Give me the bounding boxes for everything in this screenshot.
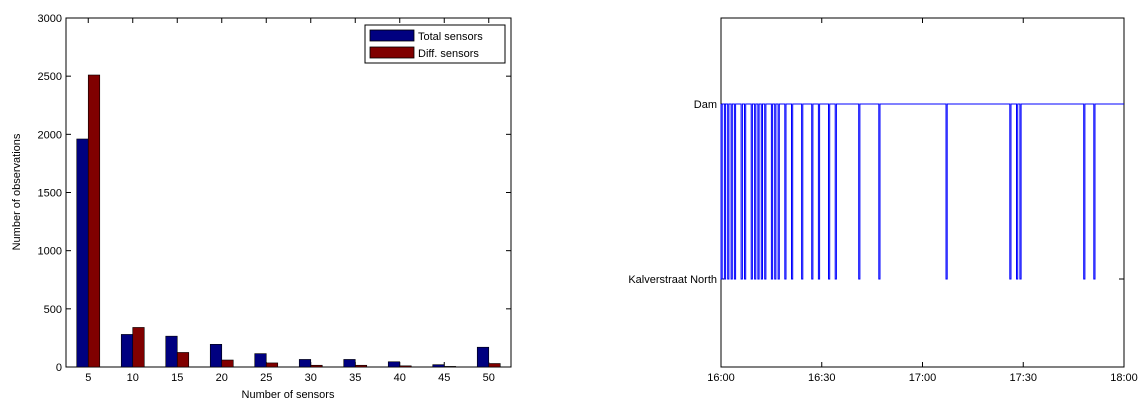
- x-tick-label: 10: [127, 372, 139, 384]
- x-tick-label: 5: [85, 372, 91, 384]
- y-tick-label: 2000: [38, 129, 62, 141]
- legend-label-total-sensors: Total sensors: [418, 31, 483, 43]
- x-tick-label: 20: [216, 372, 228, 384]
- x-tick-label: 17:00: [909, 372, 937, 384]
- timeline-plot-area: [720, 17, 1125, 368]
- bar-diff-sensors: [176, 352, 190, 368]
- location-timeline-chart: Kalverstraat North Dam 16:00 16:30 17:00 17:…: [628, 17, 1138, 384]
- x-tick-label: 40: [394, 372, 406, 384]
- y-tick-label: 2500: [38, 71, 62, 83]
- x-tick-label: 17:30: [1009, 372, 1037, 384]
- x-tick-label: 16:00: [707, 372, 735, 384]
- bar-diff-sensors: [399, 365, 412, 368]
- bar-diff-sensors: [443, 366, 457, 368]
- bar-chart-plot-area: [65, 17, 512, 368]
- bar-total-sensors: [120, 334, 134, 368]
- bar-total-sensors: [476, 346, 490, 368]
- x-tick-label: 25: [260, 372, 272, 384]
- bar-total-sensors: [432, 364, 445, 368]
- y-tick-label: Dam: [694, 99, 717, 111]
- x-tick-label: 15: [171, 372, 183, 384]
- legend-label-diff-sensors: Diff. sensors: [418, 48, 479, 60]
- x-tick-label: 16:30: [808, 372, 836, 384]
- bar-chart-x-label: Number of sensors: [242, 389, 335, 400]
- x-tick-label: 30: [305, 372, 317, 384]
- timeline-series-line: [720, 103, 1124, 280]
- y-tick-label: 0: [56, 362, 62, 374]
- bar-diff-sensors: [265, 362, 279, 368]
- bar-chart-y-axis: 0 500 1000 1500 2000 2500 3000: [38, 13, 511, 374]
- bar-chart-y-label: Number of observations: [11, 133, 23, 250]
- y-tick-label: 3000: [38, 13, 62, 25]
- x-tick-label: 45: [438, 372, 450, 384]
- x-tick-label: 50: [483, 372, 495, 384]
- y-tick-label: 500: [44, 304, 62, 316]
- timeline-y-axis: Kalverstraat North Dam: [628, 99, 1124, 286]
- bar-total-sensors: [387, 361, 401, 368]
- bar-chart: 0 500 1000 1500 2000 2500 3000 5 10 15 20 25 30 35 40…: [11, 13, 512, 400]
- bar-total-sensors: [76, 138, 89, 368]
- bar-diff-sensors: [310, 364, 323, 368]
- bar-total-sensors: [298, 359, 312, 368]
- bar-diff-sensors: [354, 364, 368, 368]
- bar-diff-sensors: [132, 327, 145, 368]
- bar-diff-sensors: [488, 363, 501, 368]
- y-tick-label: 1500: [38, 188, 62, 200]
- bar-chart-x-axis: 5 10 15 20 25 30 35 40 45 50: [85, 18, 495, 384]
- x-tick-label: 35: [349, 372, 361, 384]
- legend: Total sensors Diff. sensors: [364, 24, 506, 64]
- bar-total-sensors: [254, 353, 267, 368]
- bar-chart-bars: [76, 74, 501, 368]
- bar-diff-sensors: [221, 359, 234, 368]
- x-tick-label: 18:00: [1110, 372, 1138, 384]
- timeline-x-axis: 16:00 16:30 17:00 17:30 18:00: [707, 18, 1138, 384]
- y-tick-label: Kalverstraat North: [628, 274, 717, 286]
- legend-swatch-diff-sensors: [369, 46, 415, 59]
- y-tick-label: 1000: [38, 246, 62, 258]
- bar-diff-sensors: [87, 74, 101, 368]
- legend-swatch-total-sensors: [369, 29, 415, 42]
- bar-total-sensors: [343, 359, 356, 368]
- bar-total-sensors: [165, 335, 178, 368]
- bar-total-sensors: [209, 344, 223, 368]
